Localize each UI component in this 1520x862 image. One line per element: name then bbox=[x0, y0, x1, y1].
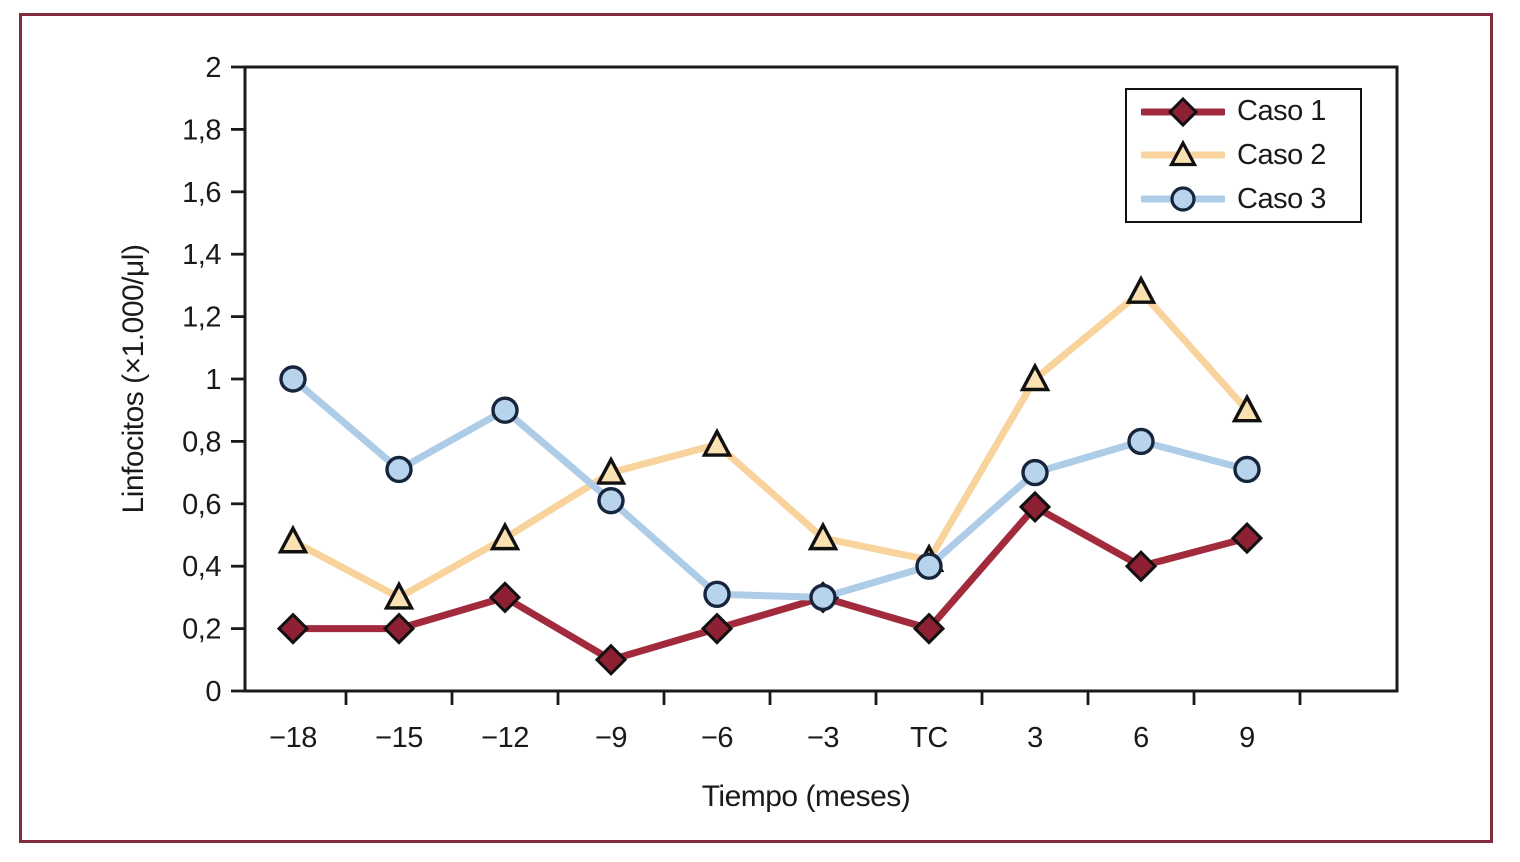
caso-1-diamond-marker bbox=[700, 612, 734, 645]
caso-3-circle-marker bbox=[385, 455, 413, 484]
caso-1-diamond-marker bbox=[594, 643, 628, 676]
legend-swatch-caso-2 bbox=[1141, 140, 1225, 167]
legend-item-caso-2: Caso 2 bbox=[1141, 135, 1360, 175]
y-tick-label: 0 bbox=[205, 676, 221, 708]
caso-1-diamond-marker bbox=[1018, 490, 1052, 524]
caso-1-diamond-marker bbox=[488, 581, 522, 614]
caso-3-circle-marker bbox=[279, 365, 307, 393]
caso-3-circle-marker bbox=[597, 486, 625, 515]
caso-1-diamond-marker bbox=[1230, 521, 1264, 555]
series-line-caso-1 bbox=[289, 503, 1251, 664]
y-tick-label: 1,2 bbox=[182, 302, 221, 334]
legend-swatch-caso-1 bbox=[1141, 96, 1225, 127]
caso-2-triangle-marker bbox=[1231, 393, 1263, 423]
legend-item-caso-3: Caso 3 bbox=[1141, 179, 1360, 219]
y-tick-label: 1,4 bbox=[182, 239, 221, 271]
caso-1-diamond-marker bbox=[1124, 550, 1158, 583]
y-axis-title: Linfocitos (×1.000/μl) bbox=[117, 245, 150, 514]
y-tick-label: 0,4 bbox=[182, 551, 221, 583]
legend-triangle-icon bbox=[1168, 140, 1198, 167]
legend-item-caso-1: Caso 1 bbox=[1141, 92, 1360, 132]
legend-label-caso-1: Caso 1 bbox=[1237, 95, 1326, 128]
caso-3-circle-marker bbox=[1021, 458, 1049, 487]
caso-2-triangle-marker bbox=[1019, 362, 1051, 392]
series-caso-2 bbox=[277, 275, 1263, 610]
x-tick-label: −6 bbox=[701, 722, 733, 754]
caso-3-circle-marker bbox=[1127, 427, 1155, 456]
series-caso-3 bbox=[279, 365, 1261, 612]
caso-3-circle-marker bbox=[1233, 455, 1261, 484]
caso-2-triangle-marker bbox=[489, 521, 521, 551]
x-tick-label: 6 bbox=[1133, 722, 1149, 754]
y-tick-label: 2 bbox=[205, 52, 221, 84]
caso-2-triangle-marker bbox=[701, 427, 733, 457]
x-tick-label: −9 bbox=[595, 722, 627, 754]
y-tick-label: 1,6 bbox=[182, 177, 221, 209]
series-line-caso-3 bbox=[289, 375, 1251, 601]
caso-1-diamond-marker bbox=[276, 612, 310, 645]
x-axis: −18 −15 −12 −9 −6 −3 TC 3 6 9 bbox=[269, 691, 1302, 754]
caso-2-triangle-marker bbox=[807, 521, 839, 551]
y-tick-label: 0,6 bbox=[182, 489, 221, 521]
caso-2-triangle-marker bbox=[277, 524, 309, 554]
caso-3-circle-marker bbox=[491, 396, 519, 424]
caso-3-circle-marker bbox=[809, 583, 837, 612]
y-tick-label: 1,8 bbox=[182, 114, 221, 146]
caso-3-circle-marker bbox=[703, 580, 731, 608]
caso-1-diamond-marker bbox=[382, 612, 416, 645]
caso-3-circle-marker bbox=[915, 552, 943, 580]
caso-1-diamond-marker bbox=[912, 612, 946, 645]
legend-label-caso-2: Caso 2 bbox=[1237, 138, 1326, 171]
caso-2-triangle-marker bbox=[595, 455, 627, 485]
y-tick-label: 1 bbox=[205, 364, 221, 396]
legend-diamond-icon bbox=[1167, 96, 1199, 127]
y-tick-label: 0,8 bbox=[182, 426, 221, 458]
series-line-caso-2 bbox=[289, 288, 1251, 601]
x-tick-label: 9 bbox=[1239, 722, 1255, 754]
x-tick-label: −15 bbox=[375, 722, 423, 754]
x-tick-label: −18 bbox=[269, 722, 317, 754]
x-axis-title: Tiempo (meses) bbox=[702, 780, 911, 813]
y-axis: 0 0,2 0,4 0,6 0,8 1 1,2 1,4 1,6 1,8 2 bbox=[182, 52, 245, 708]
legend-circle-icon bbox=[1170, 186, 1196, 212]
y-tick-label: 0,2 bbox=[182, 614, 221, 646]
legend-label-caso-3: Caso 3 bbox=[1237, 182, 1326, 215]
legend-swatch-caso-3 bbox=[1141, 186, 1225, 212]
x-tick-label: −3 bbox=[807, 722, 839, 754]
x-tick-label: −12 bbox=[481, 722, 529, 754]
legend: Caso 1 Caso 2 Caso 3 bbox=[1125, 88, 1362, 223]
caso-2-triangle-marker bbox=[1125, 275, 1157, 304]
caso-2-triangle-marker bbox=[383, 580, 415, 610]
x-tick-label: 3 bbox=[1027, 722, 1043, 754]
x-tick-label: TC bbox=[910, 722, 948, 754]
